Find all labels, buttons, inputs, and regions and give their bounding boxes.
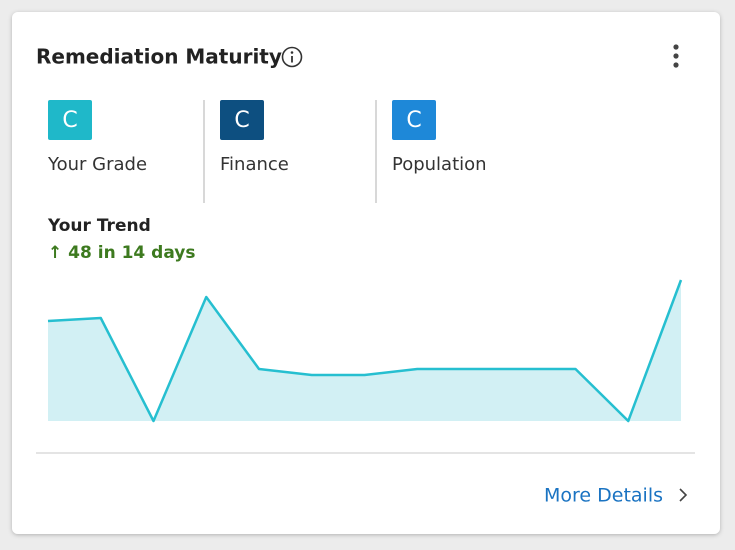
grade-badge — [48, 100, 92, 140]
grade-label: Population — [392, 154, 487, 175]
chevron-icon[interactable] — [679, 488, 688, 502]
grade-badge — [392, 100, 436, 140]
grade-badge — [220, 100, 264, 140]
trend-change: ↑ 48 in 14 days — [48, 243, 195, 263]
grade-label: Your Grade — [47, 154, 147, 175]
grade-label: Finance — [220, 154, 289, 175]
card — [12, 12, 720, 534]
card-title: Remediation Maturity — [36, 45, 282, 69]
more-details-link[interactable]: More Details — [544, 485, 663, 507]
trend-area — [48, 280, 681, 421]
trend-line — [47, 279, 683, 423]
trend-title: Your Trend — [47, 216, 151, 236]
menu-icon[interactable] — [673, 44, 679, 68]
info-icon[interactable] — [281, 46, 303, 68]
grade-letter: C — [406, 108, 421, 133]
grade-letter: C — [234, 108, 249, 133]
grade-letter: C — [62, 108, 77, 133]
